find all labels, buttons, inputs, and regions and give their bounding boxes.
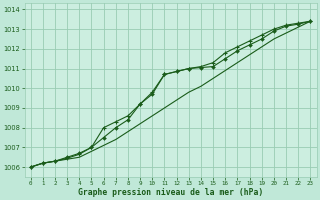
X-axis label: Graphe pression niveau de la mer (hPa): Graphe pression niveau de la mer (hPa) xyxy=(78,188,263,197)
